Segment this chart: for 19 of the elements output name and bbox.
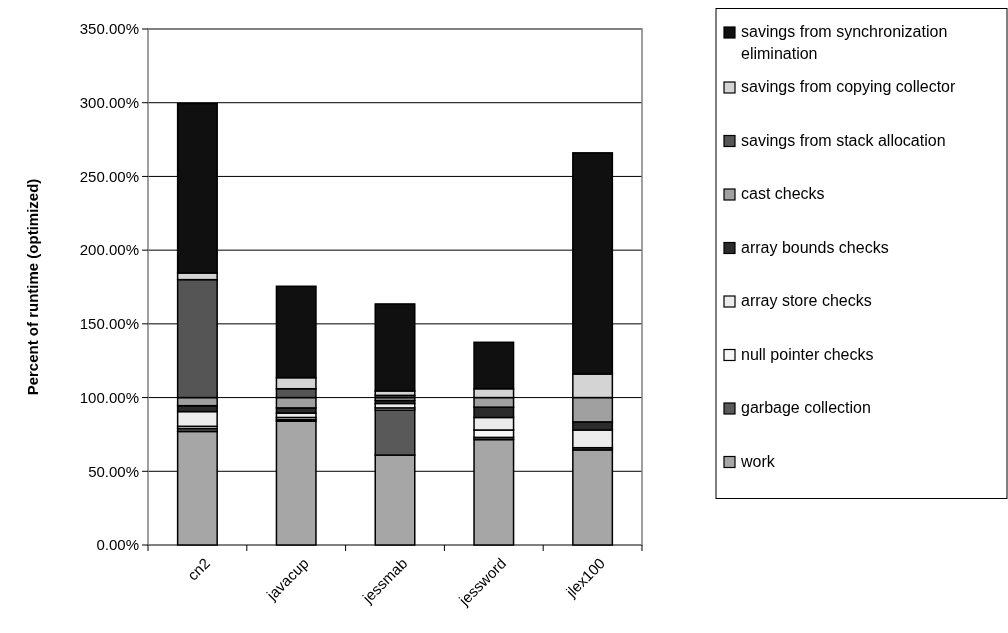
legend-label: savings from copying collector — [741, 78, 956, 95]
legend-label: null pointer checks — [741, 345, 874, 363]
y-tick-label: 100.00% — [79, 388, 139, 406]
legend-label: cast checks — [741, 185, 825, 202]
legend-label: array bounds checks — [741, 238, 889, 256]
legend-label: savings from synchronization elimination — [741, 23, 948, 62]
y-tick-label: 350.00% — [79, 20, 139, 38]
y-tick-label: 250.00% — [79, 167, 139, 185]
x-tick-label: cn2 — [183, 554, 213, 584]
legend-label: savings from stack allocation — [741, 131, 946, 149]
legend-label: array store checks — [741, 292, 872, 309]
legend-label: garbage collection — [741, 399, 871, 416]
y-tick-label: 150.00% — [79, 315, 139, 333]
y-tick-label: 0.00% — [96, 536, 139, 554]
y-axis-title: Percent of runtime (optimized) — [24, 178, 41, 396]
y-tick-label: 300.00% — [79, 93, 139, 111]
legend-label: work — [740, 452, 776, 470]
y-tick-label: 200.00% — [79, 241, 139, 259]
y-tick-label: 50.00% — [88, 462, 139, 480]
